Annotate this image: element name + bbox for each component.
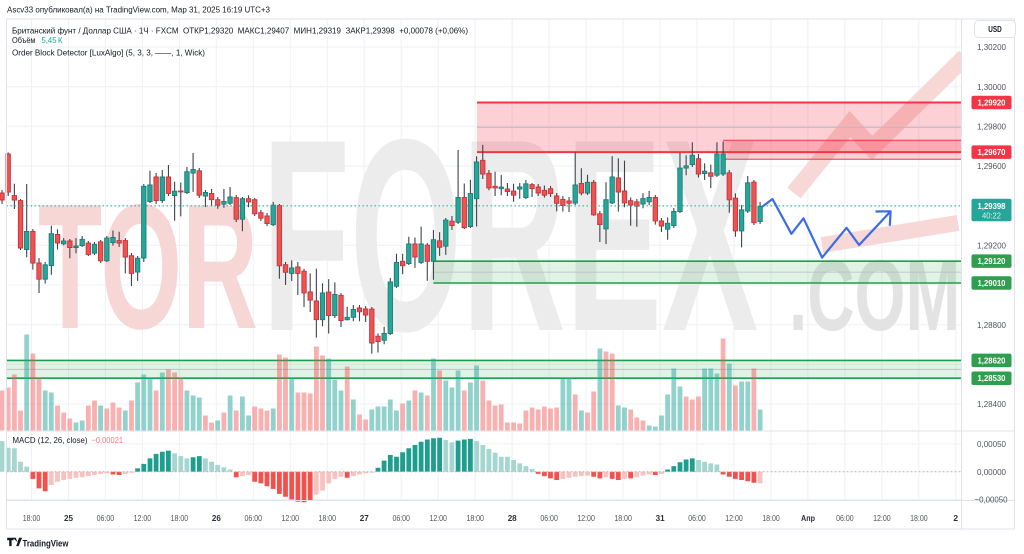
- svg-text:26: 26: [212, 513, 221, 523]
- svg-text:.COM: .COM: [789, 240, 960, 352]
- svg-text:25: 25: [64, 513, 73, 523]
- svg-text:TradingView: TradingView: [23, 539, 70, 549]
- svg-text:−0,00021: −0,00021: [92, 435, 124, 445]
- svg-text:Британский фунт / Доллар США ·: Британский фунт / Доллар США · 1Ч · FXCM…: [12, 25, 468, 35]
- svg-text:18:00: 18:00: [910, 513, 928, 523]
- svg-text:1,29200: 1,29200: [977, 240, 1006, 250]
- svg-text:FOREX: FOREX: [262, 83, 759, 389]
- svg-text:06:00: 06:00: [540, 513, 558, 523]
- svg-text:USD: USD: [988, 24, 1002, 34]
- svg-text:1,28530: 1,28530: [978, 374, 1006, 383]
- svg-text:12:00: 12:00: [429, 513, 447, 523]
- svg-text:1,29600: 1,29600: [977, 161, 1006, 171]
- svg-text:12:00: 12:00: [134, 513, 152, 523]
- svg-text:06:00: 06:00: [688, 513, 706, 523]
- svg-text:18:00: 18:00: [171, 513, 189, 523]
- svg-text:18:00: 18:00: [23, 513, 41, 523]
- svg-text:06:00: 06:00: [392, 513, 410, 523]
- svg-text:1,29920: 1,29920: [978, 99, 1006, 108]
- svg-text:12:00: 12:00: [725, 513, 743, 523]
- svg-text:1,29120: 1,29120: [978, 257, 1006, 266]
- svg-text:18:00: 18:00: [319, 513, 337, 523]
- svg-text:06:00: 06:00: [245, 513, 263, 523]
- svg-text:MACD (12, 26, close): MACD (12, 26, close): [13, 435, 88, 445]
- svg-text:−0,00050: −0,00050: [975, 495, 1008, 505]
- svg-text:1,28800: 1,28800: [977, 320, 1006, 330]
- svg-text:1,29398: 1,29398: [978, 202, 1006, 211]
- svg-text:1,29800: 1,29800: [977, 121, 1006, 131]
- svg-text:12:00: 12:00: [873, 513, 891, 523]
- svg-text:06:00: 06:00: [97, 513, 115, 523]
- svg-text:1,30200: 1,30200: [977, 42, 1006, 52]
- svg-text:1,29010: 1,29010: [978, 279, 1006, 288]
- svg-text:40:22: 40:22: [982, 211, 1001, 220]
- svg-text:0,00050: 0,00050: [977, 439, 1006, 449]
- svg-text:1,28400: 1,28400: [977, 399, 1006, 409]
- svg-text:Апр: Апр: [801, 513, 815, 523]
- svg-text:18:00: 18:00: [614, 513, 632, 523]
- svg-text:Ascv33 опубликовал(а) на Tradi: Ascv33 опубликовал(а) на TradingView.com…: [7, 5, 270, 15]
- svg-text:1,28620: 1,28620: [978, 356, 1006, 365]
- svg-text:1,29670: 1,29670: [978, 148, 1006, 157]
- svg-text:0,00000: 0,00000: [977, 467, 1006, 477]
- svg-text:18:00: 18:00: [762, 513, 780, 523]
- svg-text:Объём: Объём: [12, 35, 36, 45]
- svg-text:12:00: 12:00: [282, 513, 300, 523]
- svg-text:Order Block Detector [LuxAlgo]: Order Block Detector [LuxAlgo] (5, 3, 3,…: [12, 48, 205, 58]
- svg-text:5,45 К: 5,45 К: [42, 35, 63, 45]
- svg-text:28: 28: [508, 513, 517, 523]
- svg-text:12:00: 12:00: [577, 513, 595, 523]
- svg-text:31: 31: [656, 513, 665, 523]
- svg-text:18:00: 18:00: [466, 513, 484, 523]
- svg-text:2: 2: [953, 513, 958, 523]
- svg-text:27: 27: [360, 513, 369, 523]
- svg-text:06:00: 06:00: [836, 513, 854, 523]
- svg-text:1,30000: 1,30000: [977, 82, 1006, 92]
